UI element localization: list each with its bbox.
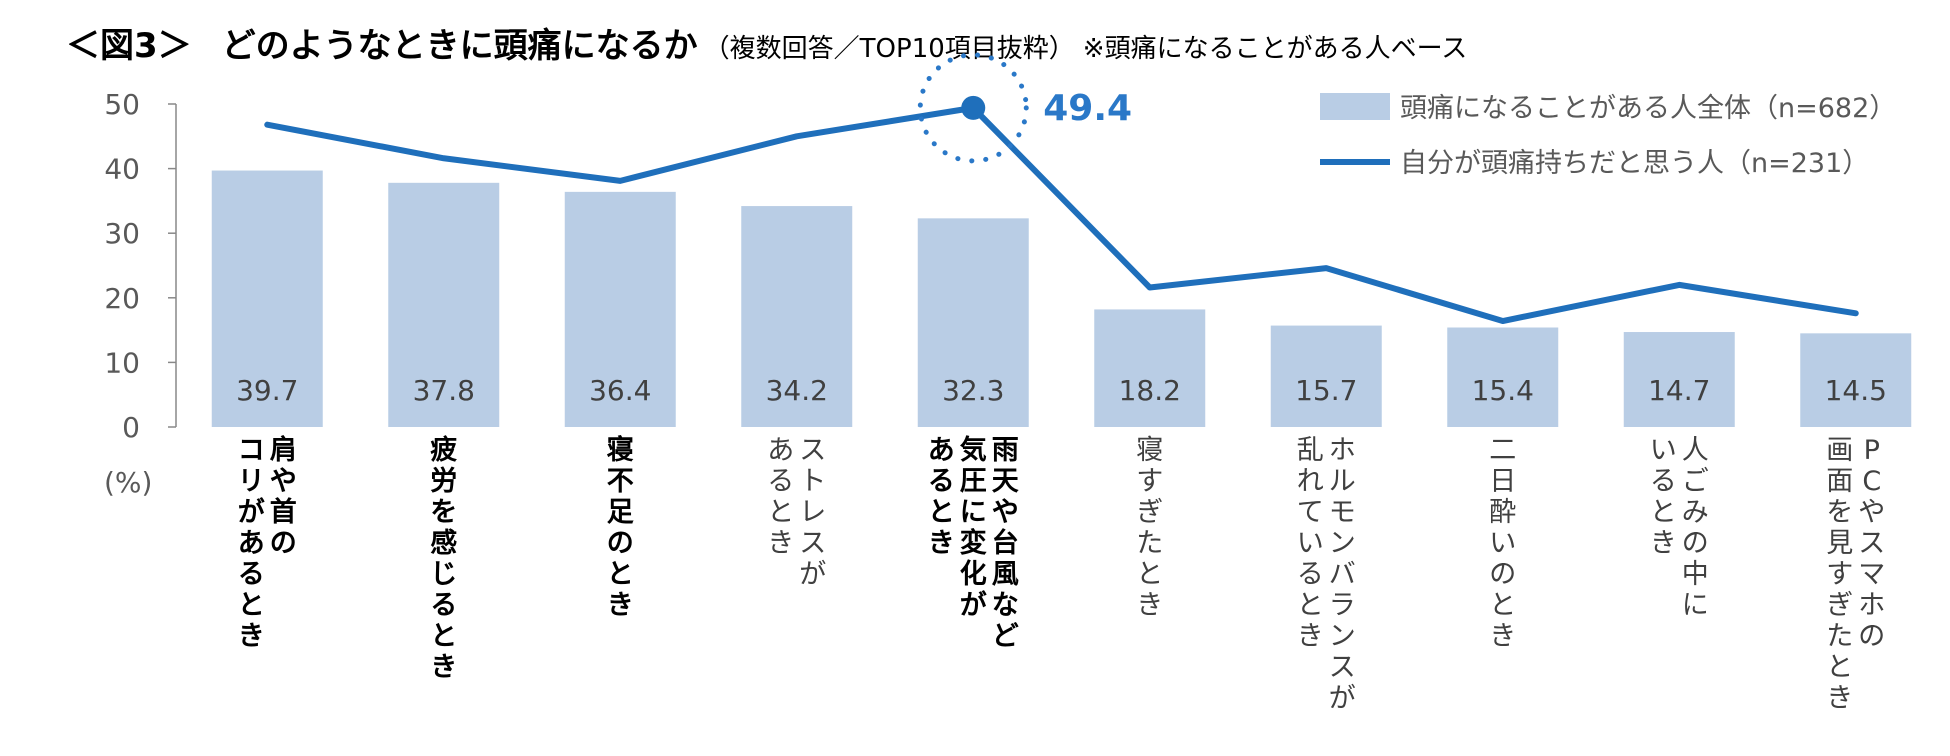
legend-bar-swatch	[1320, 93, 1390, 120]
title-subtitle: （複数回答／TOP10項目抜粋）	[703, 34, 1075, 64]
title-text: どのようなときに頭痛になるか	[221, 26, 698, 66]
category-label: 人ごみの中に	[1682, 435, 1709, 621]
bar	[211, 170, 323, 427]
category-label: 乱れているとき	[1297, 435, 1324, 652]
bar-value-label: 18.2	[1119, 374, 1181, 407]
peak-marker	[961, 95, 986, 120]
category-label: あるとき	[928, 435, 955, 559]
y-tick-label: 10	[104, 346, 140, 379]
bar	[1447, 327, 1559, 427]
title-main: ＜図3＞ どのようなときに頭痛になるか	[66, 26, 698, 66]
y-tick-label: 30	[104, 217, 140, 250]
category-label: いるとき	[1650, 435, 1677, 559]
bar	[388, 182, 500, 427]
title-note: ※頭痛になることがある人ベース	[1082, 34, 1468, 64]
category-label: 肩や首の	[270, 434, 297, 559]
bar-value-label: 14.7	[1648, 374, 1710, 407]
peak-dotted-ring	[917, 52, 1029, 164]
bar-value-label: 14.5	[1825, 374, 1887, 407]
peak-value-label: 49.4	[1043, 88, 1132, 129]
category-label: コリがあるとき	[238, 435, 265, 652]
line-series	[264, 104, 1859, 325]
bar-value-label: 37.8	[413, 374, 475, 407]
chart-title: ＜図3＞ どのようなときに頭痛になるか （複数回答／TOP10項目抜粋） ※頭痛になる…	[66, 18, 1467, 67]
y-tick-label: 20	[104, 282, 140, 315]
bar-value-label: 36.4	[589, 374, 651, 407]
bar	[1800, 333, 1912, 427]
category-label: 二日酔いのとき	[1489, 435, 1516, 652]
bar	[741, 206, 853, 427]
bar-value-label: 39.7	[236, 374, 298, 407]
category-label: ストレスが	[799, 435, 826, 590]
category-label: ホルモンバランスが	[1329, 435, 1356, 714]
category-label: 寝不足のとき	[607, 434, 634, 621]
bar-value-label: 15.7	[1295, 374, 1357, 407]
bar-value-label: 32.3	[942, 374, 1004, 407]
category-label: 画面を見すぎたとき	[1826, 435, 1853, 714]
bar-value-label: 15.4	[1472, 374, 1534, 407]
y-tick-label: 0	[122, 411, 140, 444]
bar	[1623, 332, 1735, 427]
category-label: 気圧に変化が	[960, 434, 987, 621]
category-label: 疲労を感じるとき	[430, 434, 457, 683]
bar	[917, 218, 1029, 427]
bar-value-label: 34.2	[766, 374, 828, 407]
category-label: 雨天や台風など	[992, 435, 1019, 652]
bar	[564, 191, 676, 427]
y-tick-label: 50	[104, 88, 140, 121]
category-label: あるとき	[767, 435, 794, 559]
y-axis-unit: (%)	[104, 466, 152, 499]
legend-bar-label: 頭痛になることがある人全体（n=682）	[1400, 93, 1896, 124]
y-tick-label: 40	[104, 153, 140, 186]
category-label: P C やスマホの	[1858, 435, 1885, 652]
legend-line-label: 自分が頭痛持ちだと思う人（n=231）	[1400, 148, 1869, 179]
figure-number: ＜図3＞	[66, 26, 192, 66]
bar	[1270, 325, 1382, 427]
category-label: 寝すぎたとき	[1136, 435, 1163, 621]
bar	[1094, 309, 1206, 427]
